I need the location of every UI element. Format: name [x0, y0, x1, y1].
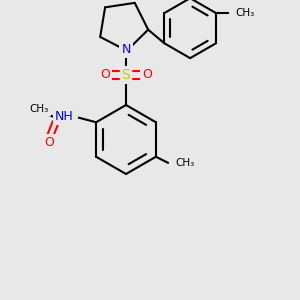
Text: O: O — [142, 68, 152, 82]
Text: N: N — [121, 43, 131, 56]
Text: O: O — [100, 68, 110, 82]
Text: NH: NH — [55, 110, 74, 123]
Text: S: S — [122, 68, 130, 82]
Text: CH₃: CH₃ — [176, 158, 195, 168]
Text: CH₃: CH₃ — [29, 104, 49, 114]
Text: O: O — [45, 136, 55, 149]
Text: CH₃: CH₃ — [236, 8, 255, 18]
